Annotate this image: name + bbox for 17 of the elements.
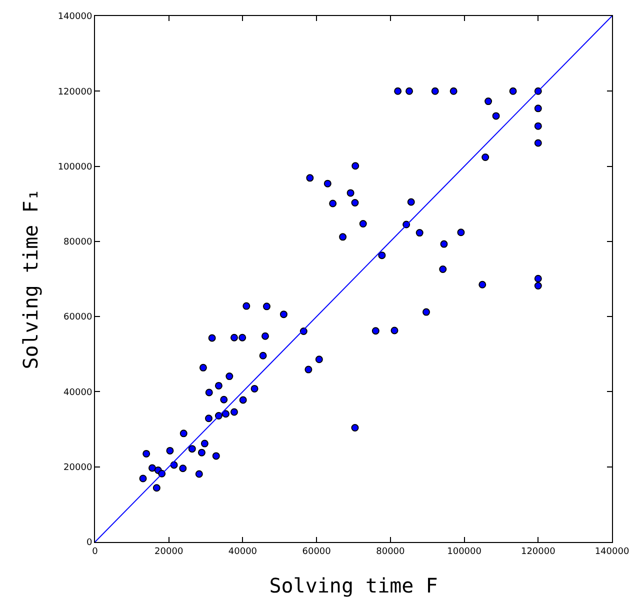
y-tick-label: 120000 — [58, 87, 92, 98]
y-tick-label: 20000 — [64, 463, 92, 474]
x-tick-label: 60000 — [302, 546, 332, 557]
y-tick-label: 40000 — [64, 388, 92, 398]
x-tick-label: 80000 — [376, 546, 406, 557]
y-axis-title: Solving time F₁ — [18, 188, 42, 370]
y-tick-label: 60000 — [64, 312, 92, 323]
y-tick-label: 0 — [86, 538, 92, 548]
x-tick-label: 20000 — [154, 546, 184, 557]
x-tick-label: 40000 — [228, 546, 258, 557]
x-tick-label: 140000 — [594, 546, 630, 557]
x-tick-label: 120000 — [520, 546, 556, 557]
y-tick-label: 80000 — [64, 238, 92, 248]
y-tick-label: 100000 — [58, 162, 92, 172]
y-tick-label: 140000 — [58, 12, 92, 22]
x-tick-label: 100000 — [447, 546, 482, 557]
x-axis-title: Solving time F — [269, 573, 438, 598]
